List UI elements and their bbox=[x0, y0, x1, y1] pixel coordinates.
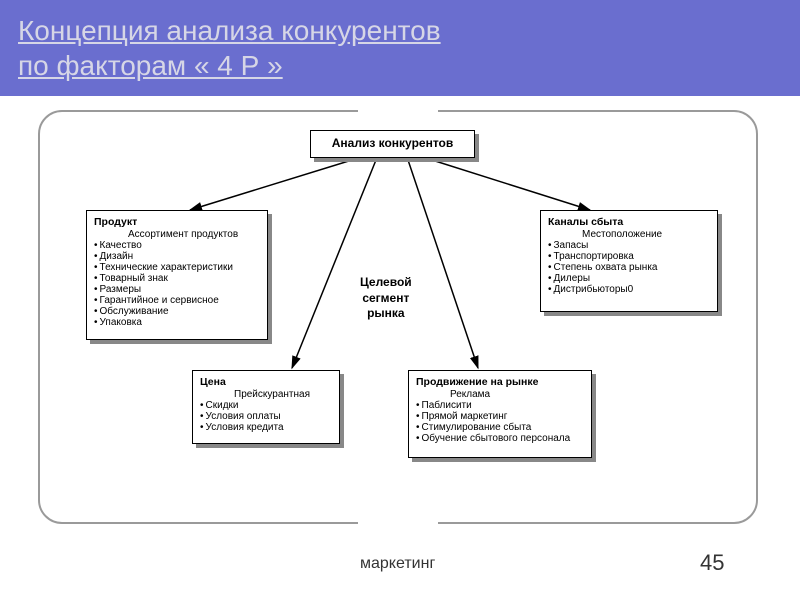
list-item: Скидки bbox=[200, 400, 332, 411]
list-item: Качество bbox=[94, 240, 260, 251]
price-subtitle: Прейскурантная bbox=[200, 389, 332, 400]
product-box: Продукт Ассортимент продуктов КачествоДи… bbox=[86, 210, 268, 340]
channels-list: ЗапасыТранспортировкаСтепень охвата рынк… bbox=[548, 240, 710, 295]
center-l1: Целевой bbox=[360, 275, 412, 289]
channels-subtitle: Местоположение bbox=[548, 229, 710, 240]
footer-text: маркетинг bbox=[360, 555, 435, 573]
list-item: Степень охвата рынка bbox=[548, 262, 710, 273]
channels-box: Каналы сбыта Местоположение ЗапасыТрансп… bbox=[540, 210, 718, 312]
list-item: Дизайн bbox=[94, 251, 260, 262]
product-list: КачествоДизайнТехнические характеристики… bbox=[94, 240, 260, 328]
list-item: Запасы bbox=[548, 240, 710, 251]
slide-title: Концепция анализа конкурентов по фактора… bbox=[18, 13, 441, 83]
price-list: СкидкиУсловия оплатыУсловия кредита bbox=[200, 400, 332, 433]
list-item: Условия кредита bbox=[200, 422, 332, 433]
list-item: Паблисити bbox=[416, 400, 584, 411]
title-line-1: Концепция анализа конкурентов bbox=[18, 15, 441, 46]
slide-header: Концепция анализа конкурентов по фактора… bbox=[0, 0, 800, 96]
list-item: Гарантийное и сервисное bbox=[94, 295, 260, 306]
promotion-box: Продвижение на рынке Реклама ПаблиситиПр… bbox=[408, 370, 592, 458]
product-subtitle: Ассортимент продуктов bbox=[94, 229, 260, 240]
list-item: Транспортировка bbox=[548, 251, 710, 262]
price-title: Цена bbox=[200, 376, 332, 388]
root-box-title: Анализ конкурентов bbox=[332, 136, 454, 150]
center-l2: сегмент bbox=[362, 291, 409, 305]
price-box: Цена Прейскурантная СкидкиУсловия оплаты… bbox=[192, 370, 340, 444]
center-label: Целевой сегмент рынка bbox=[360, 275, 412, 322]
center-l3: рынка bbox=[367, 306, 405, 320]
product-title: Продукт bbox=[94, 216, 260, 228]
list-item: Обучение сбытового персонала bbox=[416, 433, 584, 444]
promotion-list: ПаблиситиПрямой маркетингСтимулирование … bbox=[416, 400, 584, 444]
list-item: Товарный знак bbox=[94, 273, 260, 284]
channels-title: Каналы сбыта bbox=[548, 216, 710, 228]
page-number: 45 bbox=[700, 550, 724, 576]
title-line-2: по факторам « 4 Р » bbox=[18, 50, 283, 81]
list-item: Технические характеристики bbox=[94, 262, 260, 273]
promotion-subtitle: Реклама bbox=[416, 389, 584, 400]
list-item: Дистрибьюторы0 bbox=[548, 284, 710, 295]
list-item: Обслуживание bbox=[94, 306, 260, 317]
list-item: Стимулирование сбыта bbox=[416, 422, 584, 433]
list-item: Прямой маркетинг bbox=[416, 411, 584, 422]
promotion-title: Продвижение на рынке bbox=[416, 376, 584, 388]
list-item: Размеры bbox=[94, 284, 260, 295]
list-item: Упаковка bbox=[94, 317, 260, 328]
root-box: Анализ конкурентов bbox=[310, 130, 475, 158]
list-item: Условия оплаты bbox=[200, 411, 332, 422]
list-item: Дилеры bbox=[548, 273, 710, 284]
